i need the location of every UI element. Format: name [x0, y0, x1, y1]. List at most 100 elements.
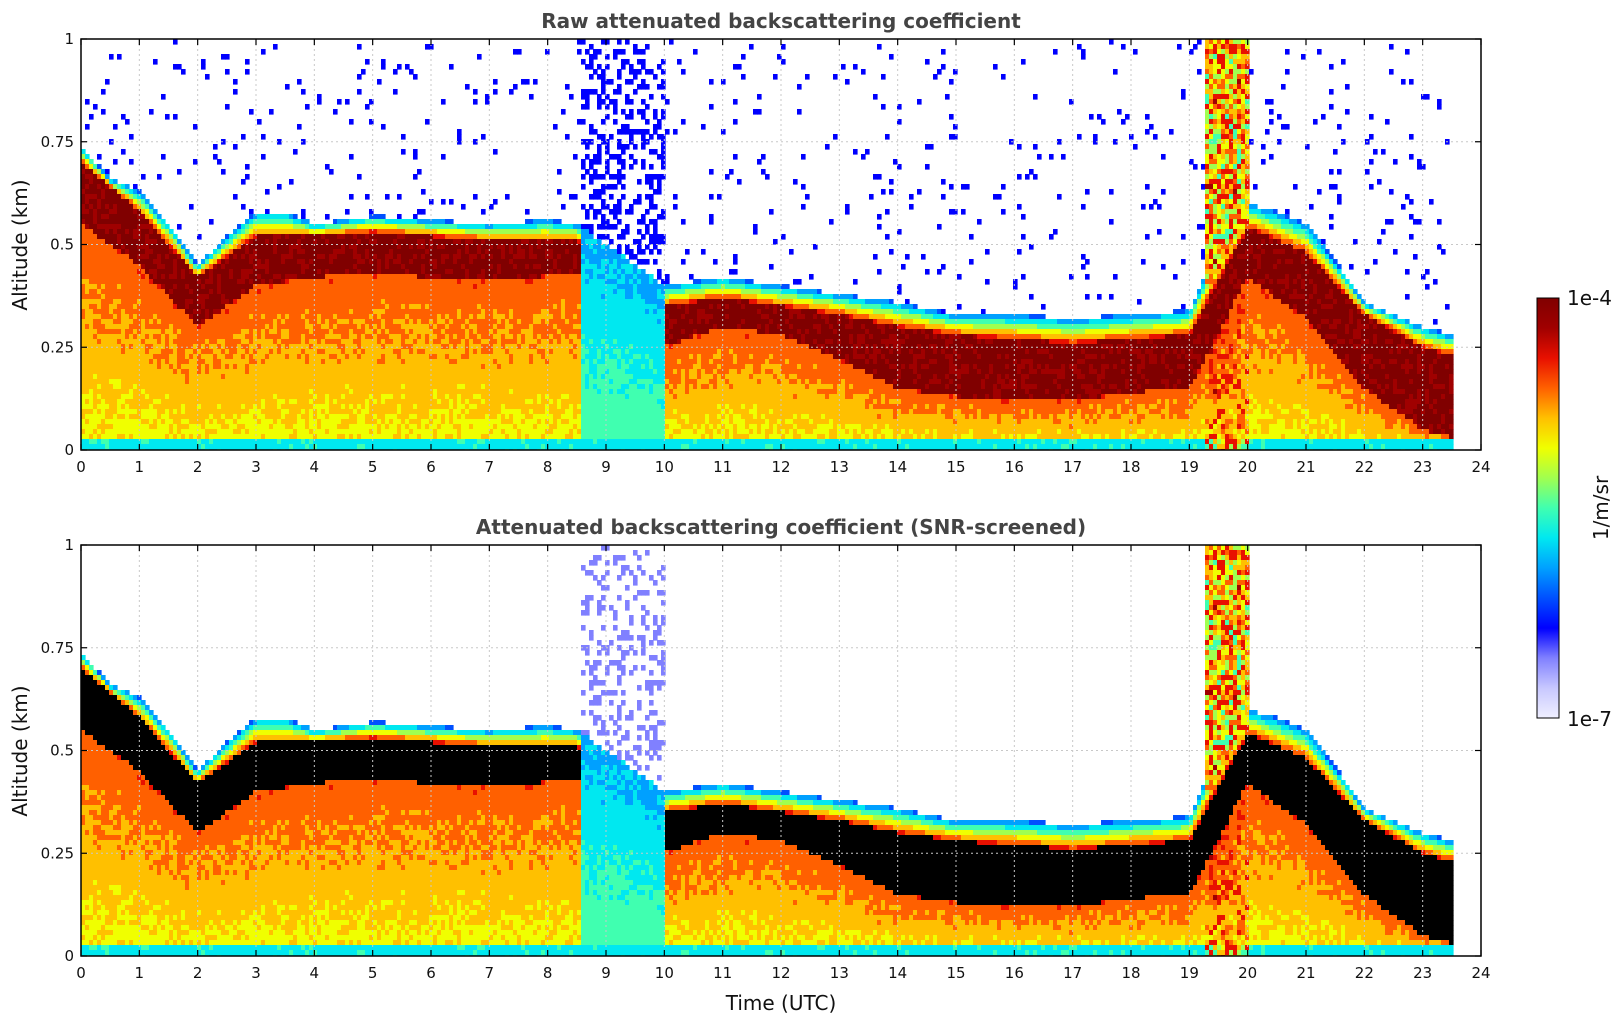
- heatmap-cell: [273, 249, 278, 255]
- heatmap-cell: [145, 414, 150, 420]
- heatmap-cell: [221, 329, 226, 335]
- heatmap-cell: [233, 329, 238, 335]
- heatmap-cell: [421, 279, 426, 285]
- heatmap-cell: [449, 364, 454, 370]
- heatmap-cell: [165, 244, 170, 250]
- heatmap-cell: [129, 424, 134, 430]
- heatmap-cell: [229, 369, 234, 375]
- heatmap-cell: [369, 284, 374, 290]
- heatmap-cell: [337, 419, 342, 425]
- heatmap-cell: [361, 334, 366, 340]
- heatmap-cell: [313, 304, 318, 310]
- heatmap-cell: [85, 209, 90, 215]
- heatmap-cell: [481, 434, 486, 440]
- heatmap-cell: [417, 249, 422, 255]
- heatmap-cell: [449, 424, 454, 430]
- heatmap-cell: [421, 384, 426, 390]
- heatmap-cell: [377, 424, 382, 430]
- heatmap-cell: [281, 359, 286, 365]
- heatmap-cell: [377, 444, 382, 450]
- heatmap-cell: [421, 444, 426, 450]
- heatmap-cell: [429, 324, 434, 330]
- heatmap-cell: [193, 389, 198, 395]
- heatmap-cell: [261, 424, 266, 430]
- heatmap-cell: [461, 399, 466, 405]
- heatmap-cell: [141, 329, 146, 335]
- heatmap-cell: [201, 429, 206, 435]
- heatmap-cell: [165, 444, 170, 450]
- heatmap-cell: [425, 349, 430, 355]
- heatmap-cell: [309, 414, 314, 420]
- heatmap-cell: [321, 264, 326, 270]
- heatmap-cell: [477, 224, 482, 230]
- heatmap-cell: [441, 334, 446, 340]
- heatmap-cell: [153, 364, 158, 370]
- heatmap-cell: [245, 69, 250, 75]
- heatmap-cell: [109, 389, 114, 395]
- heatmap-cell: [341, 344, 346, 350]
- heatmap-cell: [145, 434, 150, 440]
- heatmap-cell: [329, 364, 334, 370]
- heatmap-cell: [317, 404, 322, 410]
- heatmap-cell: [241, 289, 246, 295]
- heatmap-cell: [321, 349, 326, 355]
- heatmap-cell: [461, 249, 466, 255]
- heatmap-cell: [341, 424, 346, 430]
- heatmap-cell: [153, 394, 158, 400]
- heatmap-cell: [189, 379, 194, 385]
- heatmap-cell: [297, 369, 302, 375]
- heatmap-cell: [109, 404, 114, 410]
- heatmap-cell: [353, 299, 358, 305]
- heatmap-cell: [381, 319, 386, 325]
- heatmap-cell: [337, 404, 342, 410]
- heatmap-cell: [133, 184, 138, 190]
- heatmap-cell: [289, 234, 294, 240]
- heatmap-cell: [333, 409, 338, 415]
- heatmap-cell: [153, 249, 158, 255]
- heatmap-cell: [433, 344, 438, 350]
- heatmap-cell: [241, 379, 246, 385]
- heatmap-cell: [153, 279, 158, 285]
- heatmap-cell: [317, 384, 322, 390]
- heatmap-cell: [333, 284, 338, 290]
- heatmap-cell: [245, 274, 250, 280]
- heatmap-cell: [181, 374, 186, 380]
- heatmap-cell: [289, 404, 294, 410]
- heatmap-cell: [445, 219, 450, 225]
- heatmap-cell: [317, 294, 322, 300]
- heatmap-cell: [313, 404, 318, 410]
- heatmap-cell: [385, 389, 390, 395]
- heatmap-cell: [469, 419, 474, 425]
- heatmap-cell: [213, 369, 218, 375]
- heatmap-cell: [361, 349, 366, 355]
- heatmap-cell: [129, 194, 134, 200]
- heatmap-cell: [125, 339, 130, 345]
- heatmap-cell: [233, 299, 238, 305]
- heatmap-cell: [381, 224, 386, 230]
- heatmap-cell: [173, 349, 178, 355]
- heatmap-cell: [441, 344, 446, 350]
- heatmap-cell: [193, 399, 198, 405]
- heatmap-cell: [329, 414, 334, 420]
- heatmap-cell: [177, 419, 182, 425]
- heatmap-cell: [301, 384, 306, 390]
- heatmap-cell: [137, 334, 142, 340]
- heatmap-cell: [365, 329, 370, 335]
- heatmap-cell: [481, 424, 486, 430]
- heatmap-cell: [381, 299, 386, 305]
- heatmap-cell: [449, 269, 454, 275]
- heatmap-cell: [177, 274, 182, 280]
- heatmap-cell: [261, 269, 266, 275]
- heatmap-cell: [393, 224, 398, 230]
- heatmap-cell: [417, 424, 422, 430]
- heatmap-cell: [397, 384, 402, 390]
- heatmap-cell: [141, 254, 146, 260]
- heatmap-cell: [309, 279, 314, 285]
- heatmap-cell: [329, 289, 334, 295]
- heatmap-cell: [437, 284, 442, 290]
- heatmap-cell: [393, 429, 398, 435]
- heatmap-cell: [153, 414, 158, 420]
- heatmap-cell: [261, 304, 266, 310]
- heatmap-cell: [305, 364, 310, 370]
- heatmap-cell: [465, 399, 470, 405]
